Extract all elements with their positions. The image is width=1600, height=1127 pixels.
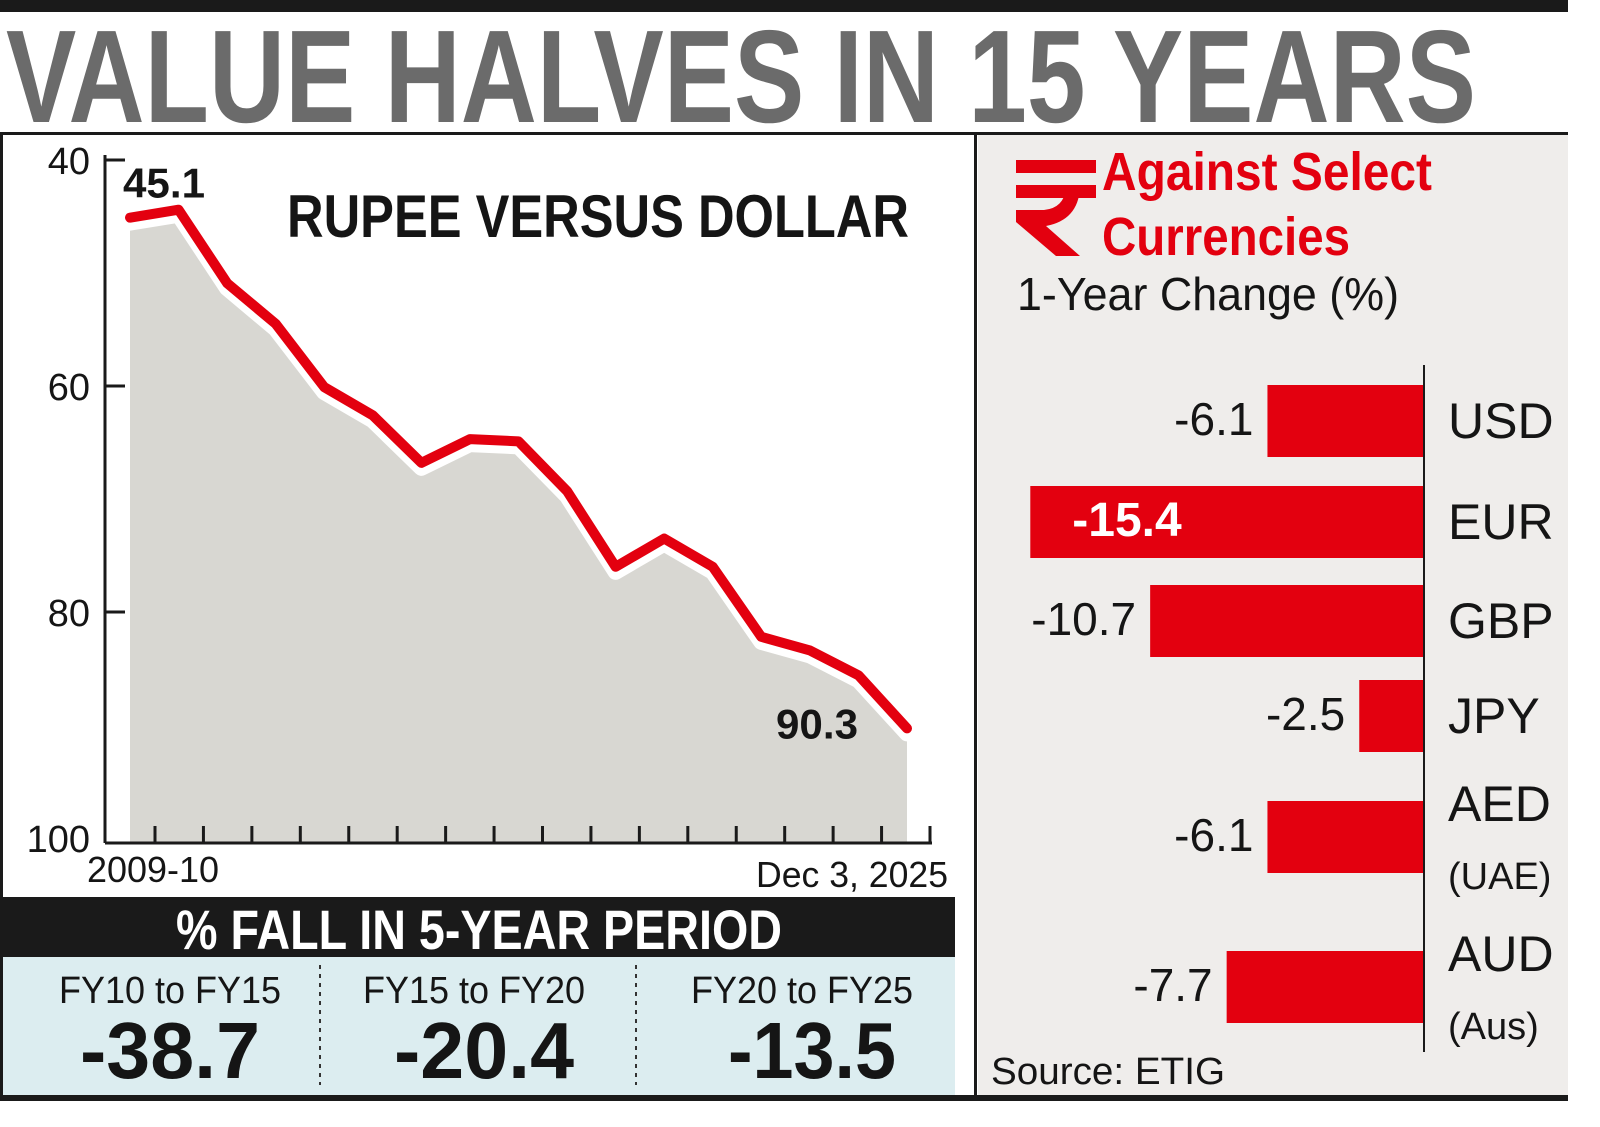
bar-gbp: -10.7 GBP [1031, 585, 1554, 657]
bar-aud: -7.7 AUD (Aus) [1133, 926, 1553, 1048]
area-fill [130, 221, 907, 843]
data-label-first: 45.1 [123, 160, 205, 207]
period-label: FY15 to FY20 [363, 970, 585, 1012]
bar-eur: -15.4 EUR [1030, 486, 1554, 558]
category-label: JPY [1448, 688, 1540, 744]
period-value: -20.4 [394, 1006, 575, 1095]
bar [1267, 801, 1423, 873]
bottom-rule [0, 1095, 1568, 1101]
bar [1267, 385, 1423, 457]
bar-jpy: -2.5 JPY [1266, 680, 1540, 752]
bar [1030, 486, 1423, 558]
period-label: FY10 to FY15 [59, 970, 281, 1012]
y-tick-label: 100 [27, 819, 90, 861]
left-border [0, 135, 3, 1097]
bar-value-label: -6.1 [1174, 393, 1253, 445]
five-year-title: % FALL IN 5-YEAR PERIOD [176, 898, 782, 961]
y-tick-label: 40 [48, 141, 90, 183]
period-label: FY20 to FY25 [691, 970, 913, 1012]
bar [1359, 680, 1423, 752]
top-rule [0, 0, 1568, 12]
bar-chart-subtitle: 1-Year Change (%) [1017, 268, 1399, 320]
x-start-label: 2009-10 [87, 849, 219, 890]
period-1: FY10 to FY15 -38.7 [59, 970, 281, 1095]
source-note: Source: ETIG [991, 1051, 1225, 1093]
y-tick-label: 80 [48, 593, 90, 635]
category-sublabel: (Aus) [1448, 1006, 1539, 1048]
headline: VALUE HALVES IN 15 YEARS [6, 3, 1476, 150]
period-value: -38.7 [80, 1006, 260, 1095]
bar [1226, 951, 1423, 1023]
bar-chart-title-line2: Currencies [1102, 207, 1350, 267]
category-label: USD [1448, 393, 1554, 449]
bar-value-label: -10.7 [1031, 593, 1136, 645]
category-label: AUD [1448, 926, 1554, 982]
bar-value-label: -2.5 [1266, 688, 1345, 740]
five-year-body [3, 957, 955, 1095]
bar-value-label: -7.7 [1133, 959, 1212, 1011]
period-3: FY20 to FY25 -13.5 [691, 970, 913, 1095]
category-label: AED [1448, 776, 1551, 832]
period-2: FY15 to FY20 -20.4 [363, 970, 585, 1095]
series-line [125, 204, 912, 734]
bar [1150, 585, 1423, 657]
data-label-last: 90.3 [776, 700, 858, 747]
y-tick-label: 60 [48, 367, 90, 409]
bar-aed: -6.1 AED (UAE) [1174, 776, 1551, 898]
headline-rule [0, 132, 1568, 135]
currency-change-chart: Against Select Currencies 1-Year Change … [991, 142, 1554, 1093]
category-label: EUR [1448, 494, 1554, 550]
five-year-panel: % FALL IN 5-YEAR PERIOD FY10 to FY15 -38… [3, 897, 955, 1095]
five-year-header [3, 897, 955, 957]
x-end-label: Dec 3, 2025 [756, 854, 948, 895]
panel-divider [974, 135, 977, 1097]
bar-chart-title-line1: Against Select [1102, 142, 1432, 202]
bar-value-label: -6.1 [1174, 809, 1253, 861]
chart-title: RUPEE VERSUS DOLLAR [287, 183, 909, 250]
period-value: -13.5 [728, 1006, 896, 1095]
category-sublabel: (UAE) [1448, 856, 1551, 898]
rupee-icon [1016, 160, 1096, 256]
bar-usd: -6.1 USD [1174, 385, 1554, 457]
bar-value-label: -15.4 [1072, 494, 1182, 547]
category-label: GBP [1448, 593, 1554, 649]
